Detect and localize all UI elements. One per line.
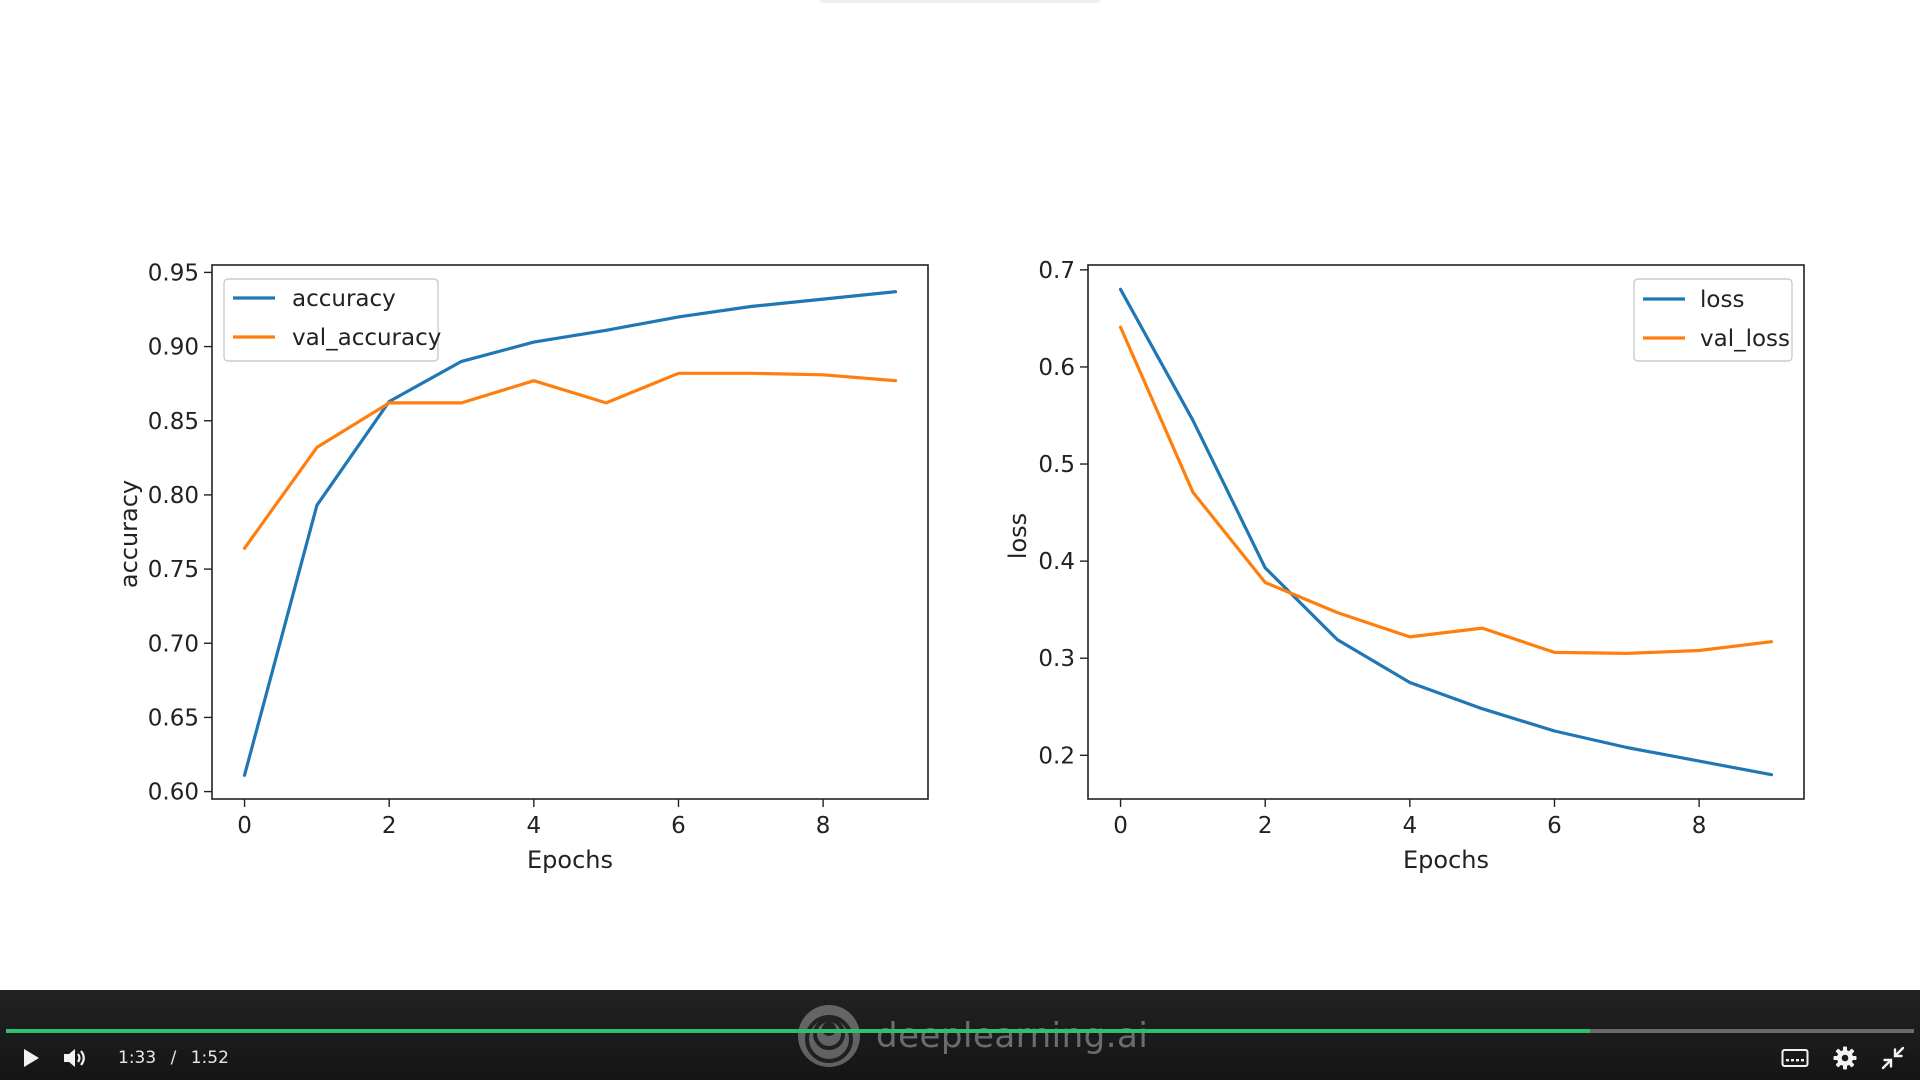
legend-label-val-loss: val_loss [1700, 326, 1790, 352]
current-time: 1:33 [118, 1048, 157, 1068]
loss-y-axis-label: loss [1004, 513, 1032, 559]
legend-label-accuracy: accuracy [292, 286, 396, 312]
accuracy-y-tick-label: 0.85 [148, 409, 199, 435]
top-overlay-tab [820, 0, 1100, 3]
accuracy-y-tick-label: 0.65 [148, 705, 199, 731]
loss-x-tick-label: 8 [1692, 813, 1707, 839]
volume-button[interactable] [58, 1043, 94, 1073]
accuracy-y-ticks: 0.60 0.65 0.70 0.75 0.80 0.85 0.90 0.95 [148, 260, 212, 806]
accuracy-chart: 0 2 4 6 8 0.60 0.65 0.70 0.75 0.80 0.85 0.90 0.95 E… [115, 260, 929, 874]
loss-legend: loss val_loss [1633, 278, 1793, 362]
gear-icon [1833, 1046, 1857, 1070]
accuracy-line-accuracy [242, 290, 898, 777]
duration: 1:52 [190, 1048, 229, 1068]
progress-bar-fill [6, 1029, 1590, 1033]
loss-x-ticks: 0 2 4 6 8 [1113, 799, 1706, 839]
accuracy-axes-frame [211, 264, 929, 800]
accuracy-series-lines [242, 290, 898, 777]
loss-y-tick-label: 0.6 [1038, 355, 1075, 381]
accuracy-y-tick-label: 0.70 [148, 631, 199, 657]
accuracy-line-val-accuracy [242, 371, 898, 550]
accuracy-legend: accuracy val_accuracy [223, 278, 441, 362]
legend-label-val-accuracy: val_accuracy [292, 325, 441, 351]
accuracy-x-tick-label: 4 [527, 813, 542, 839]
loss-line-loss [1118, 287, 1774, 777]
play-icon [24, 1049, 39, 1067]
accuracy-x-tick-label: 2 [382, 813, 397, 839]
loss-y-tick-label: 0.5 [1038, 452, 1075, 478]
play-button[interactable] [14, 1043, 48, 1073]
accuracy-x-ticks: 0 2 4 6 8 [237, 799, 830, 839]
accuracy-y-tick-label: 0.90 [148, 335, 199, 361]
loss-x-tick-label: 0 [1113, 813, 1128, 839]
accuracy-y-tick-label: 0.95 [148, 260, 199, 286]
loss-x-tick-label: 6 [1547, 813, 1562, 839]
loss-x-tick-label: 2 [1258, 813, 1273, 839]
time-display: 1:33 / 1:52 [118, 1045, 229, 1071]
loss-y-tick-label: 0.4 [1038, 549, 1075, 575]
loss-y-ticks: 0.2 0.3 0.4 0.5 0.6 0.7 [1038, 258, 1088, 769]
loss-axes-frame [1087, 264, 1805, 800]
loss-line-val-loss [1118, 325, 1774, 656]
progress-bar[interactable] [6, 1029, 1914, 1033]
loss-y-tick-label: 0.2 [1038, 743, 1075, 769]
loss-y-tick-label: 0.3 [1038, 646, 1075, 672]
accuracy-y-axis-label: accuracy [115, 480, 143, 588]
accuracy-x-axis-label: Epochs [527, 846, 613, 874]
loss-series-lines [1118, 287, 1774, 777]
volume-icon [64, 1049, 85, 1067]
accuracy-y-tick-label: 0.75 [148, 557, 199, 583]
loss-chart: 0 2 4 6 8 0.2 0.3 0.4 0.5 0.6 0.7 Epochs loss los… [1004, 258, 1805, 874]
time-separator: / [170, 1048, 177, 1068]
captions-button[interactable] [1778, 1043, 1812, 1073]
loss-y-tick-label: 0.7 [1038, 258, 1075, 284]
accuracy-x-tick-label: 0 [237, 813, 252, 839]
exit-fullscreen-icon [1881, 1046, 1905, 1070]
captions-icon [1781, 1049, 1809, 1067]
accuracy-y-tick-label: 0.60 [148, 780, 199, 806]
accuracy-x-tick-label: 8 [816, 813, 831, 839]
accuracy-y-tick-label: 0.80 [148, 483, 199, 509]
legend-label-loss: loss [1700, 287, 1744, 313]
watermark-text: deeplearning.ai [876, 1016, 1149, 1056]
exit-fullscreen-button[interactable] [1876, 1043, 1910, 1073]
video-player-controls [0, 990, 1920, 1080]
deeplearning-logo-icon [798, 1005, 860, 1067]
accuracy-x-tick-label: 6 [671, 813, 686, 839]
accuracy-legend-box [223, 278, 439, 362]
loss-x-axis-label: Epochs [1403, 846, 1489, 874]
settings-button[interactable] [1828, 1043, 1862, 1073]
loss-x-tick-label: 4 [1403, 813, 1418, 839]
watermark: deeplearning.ai [796, 1003, 1148, 1069]
